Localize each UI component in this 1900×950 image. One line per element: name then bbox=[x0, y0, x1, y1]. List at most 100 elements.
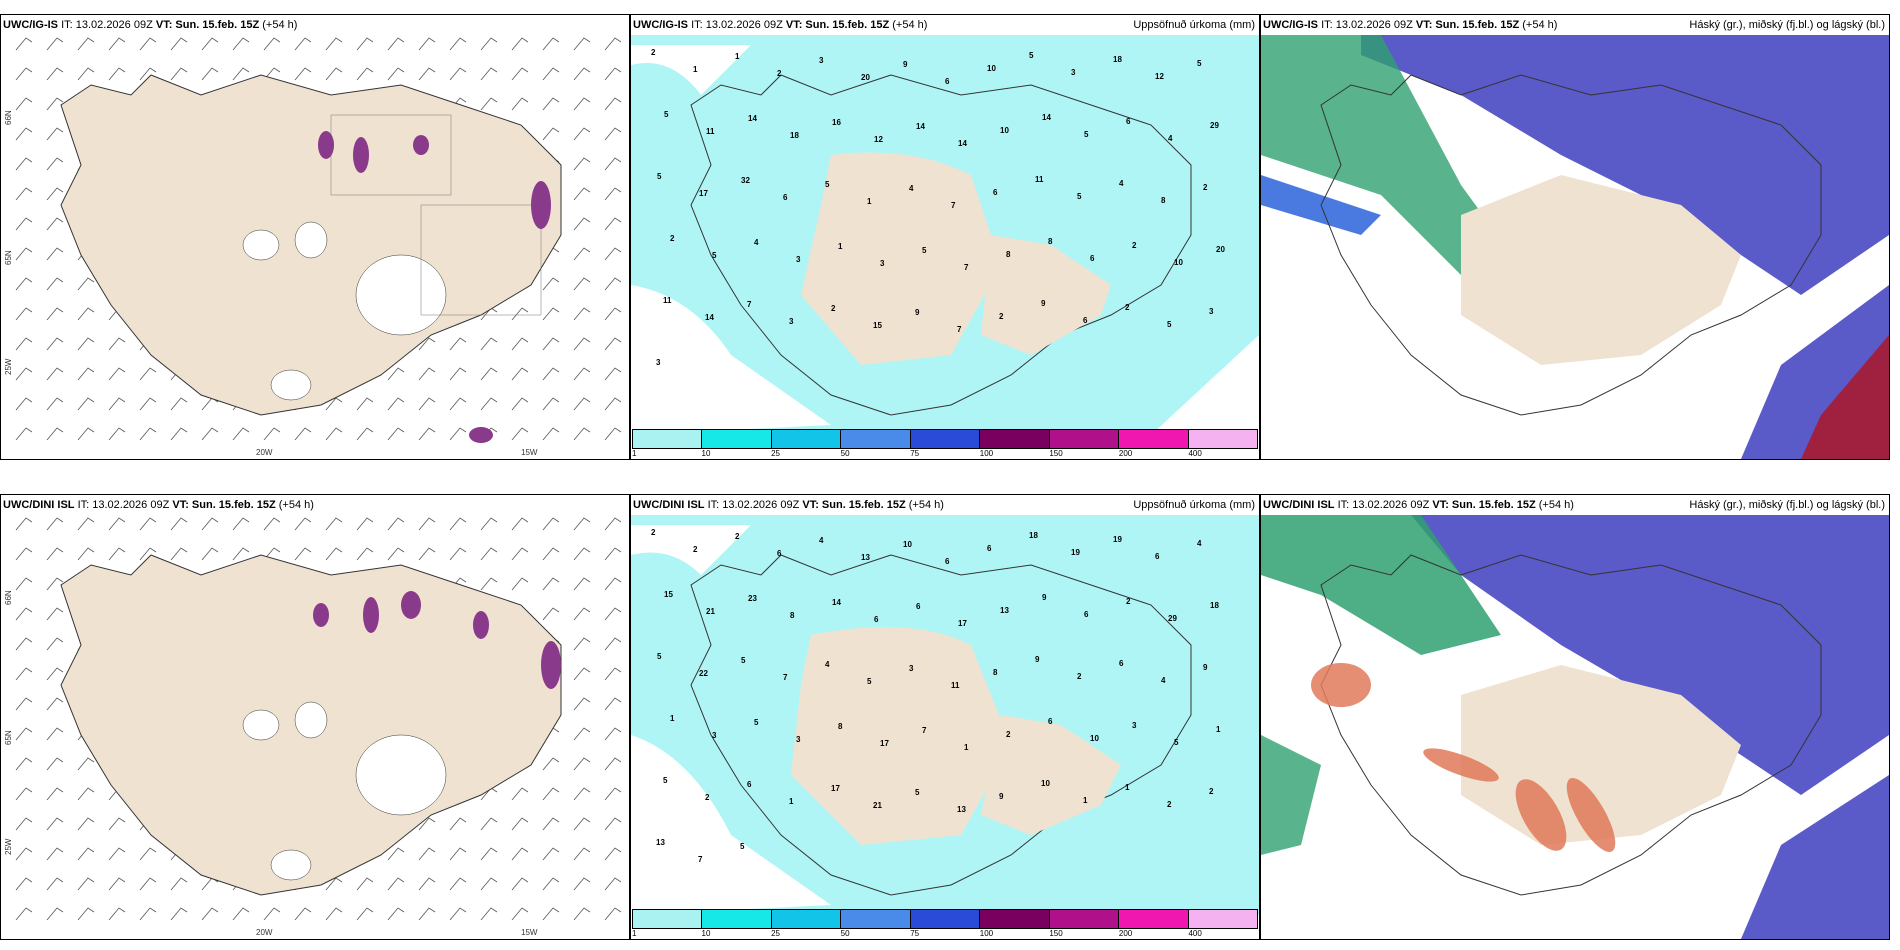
wind-barb bbox=[46, 157, 64, 171]
wind-barb bbox=[356, 397, 374, 411]
wind-barb bbox=[604, 727, 622, 741]
wind-barb bbox=[232, 67, 250, 81]
precip-value: 7 bbox=[922, 726, 927, 735]
wind-barb bbox=[573, 607, 591, 621]
precip-value: 5 bbox=[1174, 738, 1179, 747]
precip-value: 15 bbox=[664, 590, 673, 599]
wind-barb bbox=[325, 907, 343, 921]
precip-value: 4 bbox=[1119, 179, 1124, 188]
colorbar-tick: 400 bbox=[1188, 449, 1202, 458]
precip-value: 9 bbox=[999, 792, 1004, 801]
colorbar-swatch bbox=[771, 430, 842, 448]
precip-value: 12 bbox=[1155, 72, 1164, 81]
precip-value: 4 bbox=[1168, 134, 1173, 143]
colorbar-swatch bbox=[632, 430, 703, 448]
wind-barb bbox=[15, 727, 33, 741]
precip-value: 13 bbox=[656, 838, 665, 847]
wind-barb bbox=[77, 757, 95, 771]
wind-barb bbox=[15, 547, 33, 561]
wind-barb bbox=[77, 907, 95, 921]
colorbar-swatch bbox=[1119, 910, 1189, 928]
precip-value: 2 bbox=[831, 304, 836, 313]
wind-barb bbox=[573, 37, 591, 51]
wind-barb bbox=[263, 67, 281, 81]
wind-barb bbox=[511, 787, 529, 801]
wind-barb bbox=[480, 397, 498, 411]
colorbar-swatch bbox=[841, 430, 911, 448]
wind-barb bbox=[46, 727, 64, 741]
wind-barb bbox=[15, 217, 33, 231]
lon-label: 15W bbox=[521, 448, 538, 457]
wind-barb bbox=[46, 37, 64, 51]
colorbar-tick: 1 bbox=[632, 929, 637, 938]
precip-value: 17 bbox=[831, 784, 840, 793]
precip-value: 5 bbox=[712, 251, 717, 260]
wind-barb bbox=[46, 97, 64, 111]
hatch-areas bbox=[330, 114, 542, 316]
wind-barb bbox=[604, 757, 622, 771]
wind-barb bbox=[15, 697, 33, 711]
wind-barb bbox=[108, 67, 126, 81]
precip-value: 2 bbox=[999, 312, 1004, 321]
wind-barb bbox=[170, 517, 188, 531]
wind-barb bbox=[449, 427, 467, 441]
lat-label: 65N bbox=[4, 730, 13, 745]
precip-value: 3 bbox=[909, 664, 914, 673]
wind-barb bbox=[201, 427, 219, 441]
precip-value: 13 bbox=[861, 553, 870, 562]
wind-barb bbox=[511, 547, 529, 561]
wind-barb bbox=[15, 187, 33, 201]
precip-blobs bbox=[318, 131, 551, 443]
precip-map: 2112320961053181255111418161214141014564… bbox=[631, 35, 1259, 435]
colorbar-tick: 100 bbox=[979, 929, 994, 938]
wind-barb bbox=[15, 157, 33, 171]
precip-value: 9 bbox=[903, 60, 908, 69]
wind-barb bbox=[15, 337, 33, 351]
precip-value: 1 bbox=[735, 52, 740, 61]
precip-value: 19 bbox=[1113, 535, 1122, 544]
wind-barb bbox=[604, 247, 622, 261]
precip-value: 2 bbox=[670, 234, 675, 243]
wind-barb bbox=[511, 97, 529, 111]
precip-value: 1 bbox=[964, 743, 969, 752]
wind-barb bbox=[201, 547, 219, 561]
wind-barb bbox=[77, 67, 95, 81]
wind-barb bbox=[139, 517, 157, 531]
lat-label: 25W bbox=[4, 838, 13, 855]
wind-barb bbox=[542, 847, 560, 861]
wind-barb bbox=[604, 517, 622, 531]
wind-barb bbox=[480, 847, 498, 861]
wind-barb bbox=[139, 367, 157, 381]
wind-barb bbox=[387, 67, 405, 81]
wind-barb bbox=[15, 97, 33, 111]
precip-value: 3 bbox=[712, 731, 717, 740]
precip-value: 8 bbox=[790, 611, 795, 620]
wind-barb bbox=[15, 577, 33, 591]
precip-value: 13 bbox=[1000, 606, 1009, 615]
precip-value: 14 bbox=[748, 114, 757, 123]
precip-value: 3 bbox=[796, 735, 801, 744]
precip-value: 14 bbox=[916, 122, 925, 131]
wind-barb bbox=[201, 907, 219, 921]
colorbar-swatch bbox=[771, 910, 842, 928]
wind-barb bbox=[325, 427, 343, 441]
precip-value: 2 bbox=[1203, 183, 1208, 192]
wind-barb bbox=[604, 37, 622, 51]
precip-value: 2 bbox=[1132, 241, 1137, 250]
wind-barb bbox=[511, 307, 529, 321]
precip-value: 5 bbox=[1084, 130, 1089, 139]
wind-barb bbox=[46, 397, 64, 411]
wind-barb bbox=[449, 547, 467, 561]
wind-barb bbox=[108, 817, 126, 831]
wind-barb bbox=[77, 427, 95, 441]
wind-barb bbox=[573, 67, 591, 81]
wind-barb bbox=[77, 367, 95, 381]
wind-barb bbox=[449, 367, 467, 381]
wind-barb bbox=[294, 427, 312, 441]
precip-value: 5 bbox=[825, 180, 830, 189]
panel-igis-cloud: UWC/IG-IS IT: 13.02.2026 09Z VT: Sun. 15… bbox=[1260, 14, 1890, 460]
lon-label: 20W bbox=[256, 448, 273, 457]
precip-value: 16 bbox=[832, 118, 841, 127]
wind-barb bbox=[356, 427, 374, 441]
wind-barb bbox=[15, 607, 33, 621]
